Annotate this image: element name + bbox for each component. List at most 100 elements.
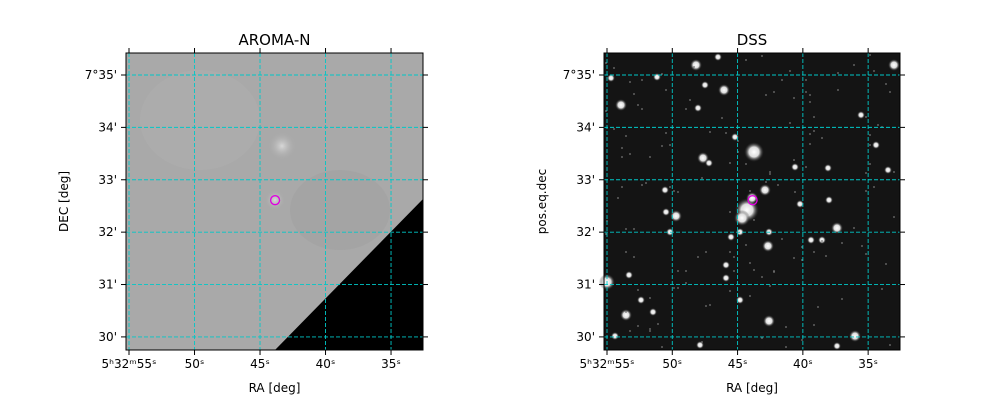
x-tick-label: 50ˢ (662, 357, 682, 371)
faint-star (705, 305, 707, 307)
faint-star (745, 163, 747, 165)
faint-star (729, 251, 731, 253)
star (884, 166, 892, 174)
faint-star (629, 330, 631, 332)
y-tick-label: 33' (576, 173, 595, 187)
faint-star (677, 270, 679, 272)
x-axis-label: RA [deg] (249, 381, 301, 395)
faint-star (805, 79, 807, 81)
x-tick-label: 45ˢ (728, 357, 748, 371)
faint-star (853, 64, 855, 66)
target-marker (269, 195, 281, 206)
faint-star (661, 145, 663, 147)
faint-star (641, 184, 643, 186)
faint-star (769, 173, 771, 175)
faint-star (801, 339, 803, 341)
star (833, 342, 841, 350)
faint-star (641, 108, 643, 110)
faint-star (701, 177, 703, 179)
faint-star (749, 295, 751, 297)
star (807, 236, 815, 244)
faint-star (745, 59, 747, 61)
faint-star (785, 326, 787, 328)
x-tick-label: 40ˢ (316, 357, 336, 371)
faint-star (649, 328, 651, 330)
star (796, 200, 804, 208)
faint-star (865, 116, 867, 118)
faint-star (781, 238, 783, 240)
faint-star (633, 228, 635, 230)
faint-star (837, 89, 839, 91)
faint-star (745, 244, 747, 246)
star (625, 271, 633, 279)
star (637, 296, 645, 304)
star (888, 59, 900, 71)
faint-star (794, 191, 796, 193)
faint-star (789, 70, 791, 72)
faint-star (793, 257, 795, 259)
faint-star (777, 184, 779, 186)
faint-star (893, 171, 895, 173)
y-tick-label: 7°35' (563, 68, 595, 82)
faint-star (665, 132, 667, 134)
star (734, 210, 750, 226)
faint-star (669, 186, 671, 188)
faint-star (841, 298, 843, 300)
faint-star (709, 131, 711, 133)
faint-star (873, 70, 875, 72)
faint-star (617, 197, 619, 199)
star (825, 196, 833, 204)
faint-star (733, 270, 735, 272)
faint-star (709, 304, 711, 306)
faint-star (637, 325, 639, 327)
x-tick-label: 50ˢ (185, 357, 205, 371)
faint-star (637, 289, 639, 291)
faint-star (697, 256, 699, 258)
faint-star (661, 73, 663, 75)
star (791, 163, 799, 171)
y-tick-label: 31' (576, 278, 595, 292)
faint-star (809, 101, 811, 103)
faint-star (605, 62, 607, 64)
faint-star (821, 137, 823, 139)
faint-star (725, 132, 727, 134)
faint-star (809, 94, 811, 96)
faint-star (625, 251, 627, 253)
star (722, 274, 730, 282)
faint-star (677, 287, 679, 289)
faint-star (789, 122, 791, 124)
faint-star (793, 159, 795, 161)
faint-star (605, 110, 607, 112)
faint-star (765, 181, 767, 183)
faint-star (721, 117, 723, 119)
x-axis-label: RA [deg] (726, 381, 778, 395)
faint-star (841, 242, 843, 244)
faint-star (769, 171, 771, 173)
image-no-coverage (275, 199, 423, 350)
faint-star (637, 104, 639, 106)
faint-star (661, 346, 663, 348)
faint-star (641, 79, 643, 81)
faint-star (769, 285, 771, 287)
star (696, 341, 704, 349)
star (690, 59, 702, 71)
faint-star (885, 263, 887, 265)
axes-frame (603, 52, 901, 351)
faint-star (869, 144, 871, 146)
faint-star (825, 255, 827, 257)
y-tick-label: 30' (98, 330, 117, 344)
faint-star (869, 134, 871, 136)
y-tick-label: 34' (576, 120, 595, 134)
y-tick-label: 34' (98, 120, 117, 134)
faint-star (865, 172, 867, 174)
faint-star (873, 186, 875, 188)
star (849, 330, 861, 342)
y-tick-label: 33' (98, 173, 117, 187)
faint-star (821, 240, 823, 242)
faint-star (649, 297, 651, 299)
faint-star (673, 287, 675, 289)
faint-star (753, 219, 755, 221)
faint-star (733, 256, 735, 258)
faint-star (761, 337, 763, 339)
